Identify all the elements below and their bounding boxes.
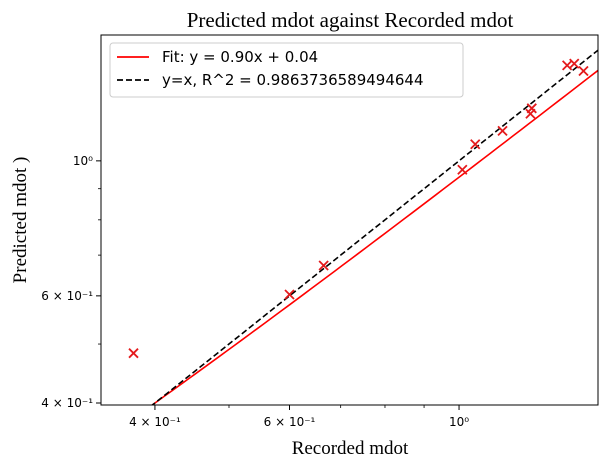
data-point [128, 348, 139, 359]
chart-title: Predicted mdot against Recorded mdot [187, 8, 514, 32]
x-tick-label: 10⁰ [449, 415, 469, 429]
data-point [497, 125, 508, 137]
legend: Fit: y = 0.90x + 0.04 y=x, R^2 = 0.986373… [109, 42, 464, 98]
data-point-stroke [526, 103, 537, 114]
data-point-stroke [128, 348, 139, 359]
fit-line [150, 69, 598, 405]
axis-ticks: 4 × 10⁻¹ 6 × 10⁻¹ 10⁰ 4 × 10⁻¹ 6 × 10⁻¹ 10⁰ [41, 154, 469, 429]
legend-label: Fit: y = 0.90x + 0.04 [162, 48, 318, 66]
data-point-stroke [457, 164, 468, 175]
plot-area [128, 49, 598, 405]
data-point [569, 58, 580, 69]
y-tick-label: 4 × 10⁻¹ [41, 396, 93, 410]
data-point [457, 164, 468, 175]
legend-label: y=x, R^2 = 0.9863736589494644 [162, 71, 424, 89]
data-point-stroke [497, 125, 508, 137]
y-tick-label: 6 × 10⁻¹ [41, 289, 93, 303]
data-point-stroke [470, 139, 481, 150]
data-point-stroke [561, 60, 573, 71]
data-point [578, 65, 589, 77]
data-point [526, 103, 537, 114]
data-point [284, 289, 295, 300]
identity-line [151, 49, 598, 405]
x-tick-label: 4 × 10⁻¹ [129, 415, 181, 429]
y-tick-label: 10⁰ [73, 154, 93, 168]
legend-box [109, 42, 464, 98]
data-point-stroke [569, 58, 580, 69]
x-tick-label: 6 × 10⁻¹ [264, 415, 316, 429]
data-point-stroke [284, 289, 295, 300]
y-axis-label: Predicted mdot ) [10, 157, 31, 284]
data-point-stroke [318, 260, 329, 271]
data-point [318, 260, 329, 271]
x-axis-label: Recorded mdot [292, 438, 409, 459]
data-point [470, 139, 481, 150]
data-point-stroke [578, 65, 589, 77]
